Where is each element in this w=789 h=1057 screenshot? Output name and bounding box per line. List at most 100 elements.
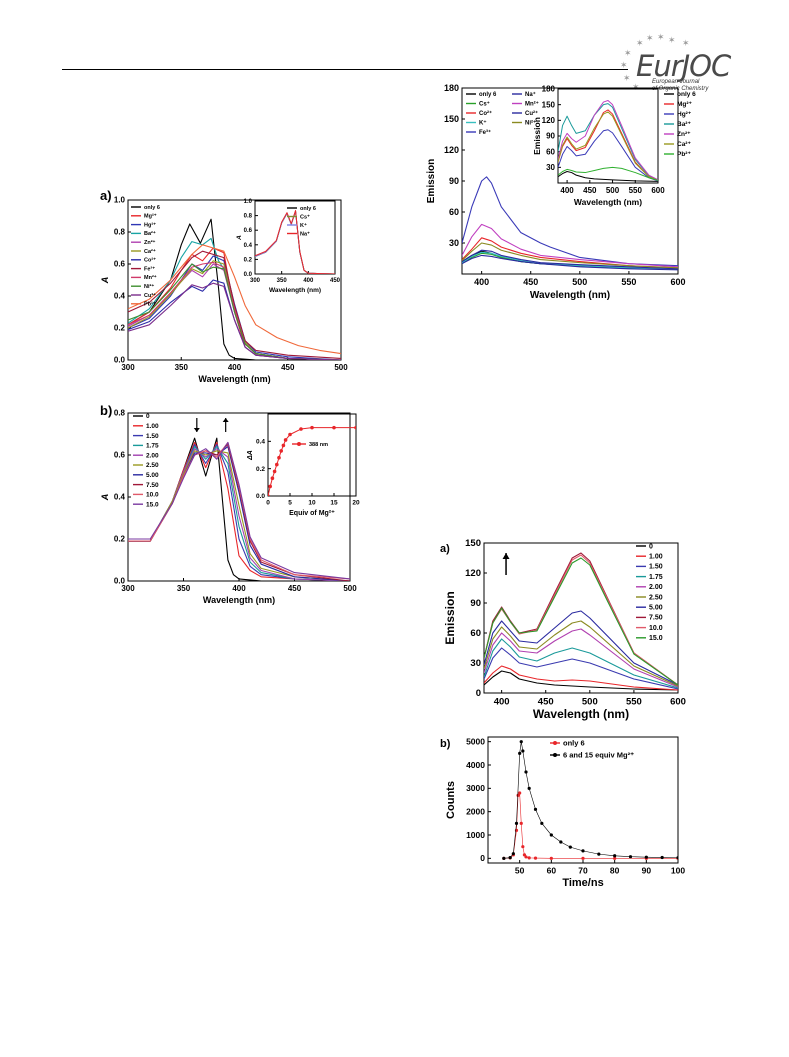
legend-label: Cs⁺ bbox=[479, 101, 490, 108]
series-line bbox=[484, 670, 678, 691]
series-line bbox=[128, 255, 341, 360]
legend-label: only 6 bbox=[479, 92, 497, 98]
legend-label: 2.00 bbox=[649, 584, 663, 591]
series-line bbox=[255, 210, 335, 274]
y-tick-label: 0.0 bbox=[256, 493, 265, 500]
x-tick-label: 100 bbox=[671, 866, 685, 876]
series-line bbox=[558, 166, 658, 181]
y-axis-label: A bbox=[236, 235, 243, 241]
legend-label: Hg²⁺ bbox=[677, 111, 692, 118]
chart: 400 450 500 550 600 30 60 90 120 150 180 Wavelength… bbox=[532, 85, 696, 207]
legend-label: 388 nm bbox=[309, 442, 328, 448]
y-tick-label: 0.2 bbox=[256, 466, 265, 473]
y-tick-label: 120 bbox=[465, 568, 481, 579]
x-tick-label: 350 bbox=[175, 363, 189, 372]
legend-label: 5.00 bbox=[146, 472, 159, 479]
x-tick-label: 300 bbox=[121, 584, 135, 593]
legend-label: Mg²⁺ bbox=[677, 101, 693, 108]
data-point bbox=[281, 443, 286, 448]
header-rule bbox=[62, 69, 628, 70]
y-tick-label: 30 bbox=[449, 238, 459, 248]
x-tick-label: 450 bbox=[288, 584, 302, 593]
series-line bbox=[462, 176, 678, 267]
legend-label: 7.50 bbox=[649, 615, 663, 622]
data-point bbox=[332, 425, 336, 430]
data-point bbox=[277, 455, 281, 460]
x-tick-label: 400 bbox=[303, 278, 314, 284]
y-tick-label: 5000 bbox=[466, 737, 485, 747]
y-tick-label: 0 bbox=[476, 688, 481, 699]
series-line bbox=[462, 242, 678, 269]
legend-label: Ca²⁺ bbox=[677, 141, 691, 148]
series-line bbox=[128, 250, 341, 359]
y-tick-label: 180 bbox=[542, 85, 556, 94]
emission-ions-figure: 400 450 500 550 600 30 60 90 120 150 180 Wavelength… bbox=[426, 83, 696, 300]
legend-label: 1.50 bbox=[146, 433, 159, 440]
legend-label: Zn²⁺ bbox=[677, 131, 691, 138]
y-tick-label: 1.0 bbox=[244, 199, 253, 205]
series-line bbox=[503, 792, 678, 859]
panel-label: b) bbox=[440, 738, 451, 750]
chart: 300 350 400 450 5000.00.20.40.60.8Wavelength… bbox=[100, 409, 357, 605]
series-line bbox=[128, 441, 350, 580]
x-tick-label: 600 bbox=[651, 186, 665, 195]
series-line bbox=[462, 249, 678, 270]
y-tick-label: 90 bbox=[470, 598, 481, 609]
panel-label: a) bbox=[100, 188, 112, 203]
x-tick-label: 550 bbox=[629, 186, 643, 195]
journal-subtitle: European Journal bbox=[652, 79, 700, 85]
legend-label: 2.50 bbox=[649, 594, 663, 601]
y-tick-label: 0.4 bbox=[114, 493, 126, 502]
data-point bbox=[272, 469, 277, 474]
legend-label: Ni²⁺ bbox=[144, 283, 154, 290]
series-line bbox=[255, 209, 335, 274]
legend-label: 0 bbox=[649, 543, 653, 550]
y-axis-label: Emission bbox=[443, 591, 457, 644]
y-tick-label: 0.8 bbox=[114, 409, 126, 418]
x-axis-label: Time/ns bbox=[562, 877, 603, 889]
legend-marker bbox=[297, 442, 301, 446]
uv-absorption-ions-figure: a) 300 350 400 450 500 0.0 0.2 0.4 0.6 0.8 1.0 Wavel… bbox=[100, 188, 348, 384]
y-tick-label: 0.6 bbox=[114, 260, 126, 269]
y-tick-label: 0 bbox=[480, 853, 485, 863]
y-tick-label: 0.2 bbox=[114, 535, 126, 544]
y-tick-label: 120 bbox=[542, 116, 556, 125]
x-tick-label: 400 bbox=[474, 277, 489, 287]
legend-label: only 6 bbox=[563, 739, 585, 748]
legend-label: 0 bbox=[146, 413, 150, 420]
series-line bbox=[462, 223, 678, 268]
series-line bbox=[558, 103, 658, 181]
series-line bbox=[484, 638, 678, 689]
y-tick-label: 60 bbox=[546, 147, 555, 156]
x-axis-label: Wavelength (nm) bbox=[530, 290, 610, 300]
y-tick-label: 0.2 bbox=[114, 324, 126, 333]
series-line bbox=[128, 450, 350, 581]
legend-label: 15.0 bbox=[146, 501, 159, 508]
y-tick-label: 1000 bbox=[466, 830, 485, 840]
chart: 400 450 500 550 600 30 60 90 120 150 180 Wavelength… bbox=[426, 83, 686, 300]
series-line bbox=[128, 244, 341, 355]
x-tick-label: 90 bbox=[642, 866, 652, 876]
y-tick-label: 0.4 bbox=[256, 439, 265, 446]
series-line bbox=[484, 557, 678, 686]
legend-label: Ba²⁺ bbox=[677, 121, 691, 128]
chart: 300 350 400 450 500 0.0 0.2 0.4 0.6 0.8 1.0 Wavelen… bbox=[100, 196, 348, 384]
y-tick-label: 0.6 bbox=[114, 451, 126, 460]
legend-label: 1.75 bbox=[649, 574, 663, 581]
arrow-up-icon bbox=[502, 553, 510, 559]
x-tick-label: 450 bbox=[583, 186, 597, 195]
x-tick-label: 450 bbox=[281, 363, 295, 372]
data-point bbox=[270, 476, 275, 481]
y-tick-label: 60 bbox=[470, 628, 481, 639]
y-axis-label: A bbox=[100, 277, 110, 285]
legend-label: only 6 bbox=[144, 205, 160, 211]
svg-text:✶: ✶ bbox=[623, 73, 631, 83]
x-tick-label: 300 bbox=[121, 363, 135, 372]
x-axis-label: Wavelength (nm) bbox=[198, 374, 270, 384]
legend-label: Ba²⁺ bbox=[144, 230, 156, 237]
legend-label: Cu²⁺ bbox=[144, 292, 156, 299]
series-line bbox=[484, 628, 678, 688]
x-tick-label: 50 bbox=[515, 866, 525, 876]
chart: 300 350 400 450 0.0 0.2 0.4 0.6 0.8 1.0 Wavelength… bbox=[236, 199, 341, 294]
series-line bbox=[484, 665, 678, 691]
